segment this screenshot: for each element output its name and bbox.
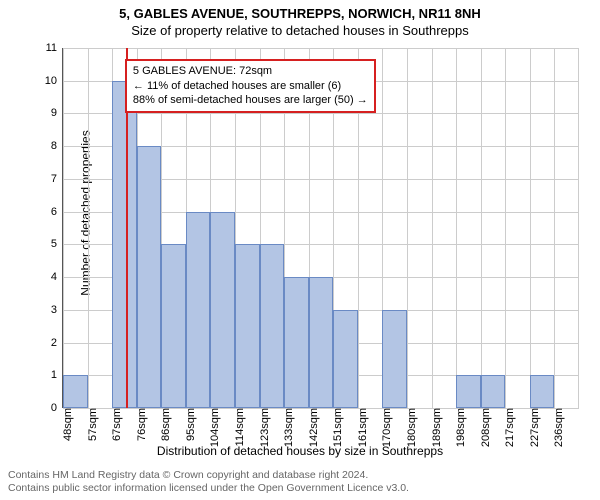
y-tick-label: 7 (51, 173, 63, 185)
callout-line: 5 GABLES AVENUE: 72sqm (133, 64, 368, 79)
gridline-v (88, 48, 89, 408)
gridline-v (63, 48, 64, 408)
x-tick-label: 142sqm (305, 408, 320, 447)
gridline-v (505, 48, 506, 408)
x-tick-label: 48sqm (59, 408, 74, 441)
chart-title-sub: Size of property relative to detached ho… (8, 23, 592, 38)
histogram-bar (112, 81, 137, 408)
gridline-v (554, 48, 555, 408)
histogram-bar (161, 244, 186, 408)
y-tick-label: 11 (46, 42, 63, 54)
histogram-bar (284, 277, 309, 408)
y-tick-label: 2 (51, 337, 63, 349)
y-tick-label: 3 (51, 304, 63, 316)
y-tick-label: 1 (51, 369, 63, 381)
x-tick-label: 189sqm (428, 408, 443, 447)
x-tick-label: 95sqm (182, 408, 197, 441)
histogram-bar (333, 310, 358, 408)
y-tick-label: 8 (51, 140, 63, 152)
x-axis-label: Distribution of detached houses by size … (8, 444, 592, 458)
gridline-v (481, 48, 482, 408)
x-tick-label: 104sqm (206, 408, 221, 447)
x-tick-label: 133sqm (280, 408, 295, 447)
y-tick-label: 5 (51, 238, 63, 250)
histogram-bar (210, 212, 235, 408)
chart-title-main: 5, GABLES AVENUE, SOUTHREPPS, NORWICH, N… (8, 6, 592, 21)
footer-line-2: Contains public sector information licen… (8, 482, 592, 496)
gridline-v (407, 48, 408, 408)
histogram-bar (235, 244, 260, 408)
x-tick-label: 170sqm (378, 408, 393, 447)
x-tick-label: 227sqm (526, 408, 541, 447)
x-tick-label: 123sqm (256, 408, 271, 447)
callout-box: 5 GABLES AVENUE: 72sqm← 11% of detached … (125, 59, 376, 114)
gridline-h (63, 48, 579, 49)
y-tick-label: 6 (51, 206, 63, 218)
histogram-bar (137, 146, 162, 408)
x-tick-label: 57sqm (84, 408, 99, 441)
gridline-v (432, 48, 433, 408)
x-tick-label: 114sqm (231, 408, 246, 446)
x-tick-label: 208sqm (477, 408, 492, 447)
histogram-bar (309, 277, 334, 408)
x-tick-label: 236sqm (550, 408, 565, 447)
histogram-bar (382, 310, 407, 408)
gridline-v (530, 48, 531, 408)
plot-area: 0123456789101148sqm57sqm67sqm76sqm86sqm9… (63, 48, 579, 408)
x-tick-label: 217sqm (501, 408, 516, 447)
x-tick-label: 198sqm (452, 408, 467, 447)
x-tick-label: 151sqm (329, 408, 344, 447)
gridline-h (63, 113, 579, 114)
gridline-v (456, 48, 457, 408)
x-tick-label: 67sqm (108, 408, 123, 441)
x-tick-label: 76sqm (133, 408, 148, 441)
footer-line-1: Contains HM Land Registry data © Crown c… (8, 469, 592, 483)
histogram-bar (260, 244, 285, 408)
x-tick-label: 161sqm (354, 408, 369, 447)
histogram-bar (530, 375, 555, 408)
histogram-bar (481, 375, 506, 408)
property-size-chart: 5, GABLES AVENUE, SOUTHREPPS, NORWICH, N… (8, 6, 592, 456)
x-tick-label: 180sqm (403, 408, 418, 447)
x-tick-label: 86sqm (157, 408, 172, 441)
callout-line: ← 11% of detached houses are smaller (6) (133, 79, 368, 94)
y-tick-label: 9 (51, 107, 63, 119)
histogram-bar (456, 375, 481, 408)
histogram-bar (63, 375, 88, 408)
callout-line: 88% of semi-detached houses are larger (… (133, 93, 368, 108)
y-tick-label: 4 (51, 271, 63, 283)
histogram-bar (186, 212, 211, 408)
attribution-footer: Contains HM Land Registry data © Crown c… (8, 469, 592, 496)
y-tick-label: 10 (45, 75, 63, 87)
gridline-v (578, 48, 579, 408)
